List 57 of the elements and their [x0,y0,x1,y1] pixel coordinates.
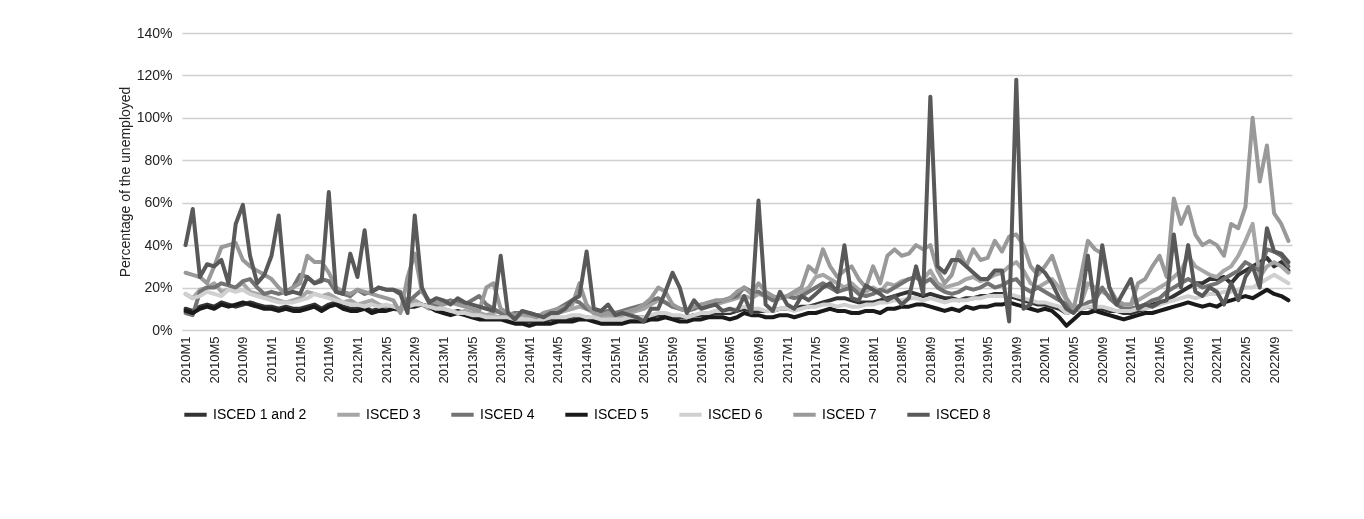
x-tick-label: 2015M5 [636,336,652,384]
x-tick-label: 2011M9 [321,336,337,383]
x-tick-label: 2022M5 [1237,336,1253,384]
x-tick-label: 2021M5 [1152,336,1168,384]
legend-label: ISCED 3 [366,405,421,422]
x-tick-label: 2020M9 [1094,336,1110,384]
x-tick-label: 2015M1 [607,336,623,384]
x-tick-label: 2014M5 [550,336,566,384]
x-tick-label: 2018M5 [894,336,910,384]
x-tick-label: 2018M9 [922,336,938,384]
x-tick-label: 2015M9 [665,336,681,384]
x-tick-label: 2019M1 [951,336,967,384]
x-tick-label: 2019M9 [1008,336,1024,384]
legend-label: ISCED 5 [594,405,649,422]
x-tick-label: 2011M1 [264,336,280,383]
x-tick-label: 2013M9 [493,336,509,384]
x-tick-label: 2021M9 [1180,336,1196,384]
x-tick-label: 2017M9 [836,336,852,384]
legend-label: ISCED 1 and 2 [213,405,307,422]
x-tick-label: 2014M9 [579,336,595,384]
x-tick-label: 2016M5 [722,336,738,384]
x-tick-label: 2012M5 [378,336,394,384]
y-tick-label: 20% [144,279,173,296]
line-series [183,77,1291,324]
x-tick-label: 2010M1 [178,336,194,384]
y-tick-label: 40% [144,236,173,253]
x-tick-label: 2020M1 [1037,336,1053,384]
legend-label: ISCED 6 [708,405,763,422]
legend-label: ISCED 4 [480,405,535,422]
legend-label: ISCED 8 [936,405,991,422]
x-tick-label: 2013M5 [464,336,480,384]
x-tick-label: 2017M1 [779,336,795,384]
x-tick-label: 2018M1 [865,336,881,384]
x-tick-label: 2021M1 [1123,336,1139,384]
y-axis-title: Percentage of the unemployed [116,86,133,278]
x-tick-label: 2013M1 [435,336,451,384]
y-tick-label: 140% [136,24,173,41]
x-tick-label: 2014M1 [521,336,537,384]
x-tick-label: 2010M9 [235,336,251,384]
y-tick-label: 120% [136,66,173,83]
x-tick-label: 2020M5 [1066,336,1082,384]
legend-label: ISCED 7 [822,405,877,422]
x-tick-label: 2010M5 [206,336,222,384]
x-tick-label: 2012M9 [407,336,423,384]
y-tick-label: 80% [144,151,173,168]
x-tick-label: 2022M1 [1209,336,1225,384]
x-tick-label: 2012M1 [349,336,365,384]
x-tick-label: 2016M1 [693,336,709,384]
x-tick-label: 2017M5 [808,336,824,384]
y-tick-label: 0% [152,321,173,338]
line-series [183,287,1291,328]
x-tick-label: 2019M5 [980,336,996,384]
y-tick-label: 100% [136,109,173,126]
x-tick-label: 2011M5 [292,336,308,383]
x-tick-label: 2016M9 [750,336,766,384]
y-tick-label: 60% [144,194,173,211]
x-tick-label: 2022M9 [1266,336,1282,384]
